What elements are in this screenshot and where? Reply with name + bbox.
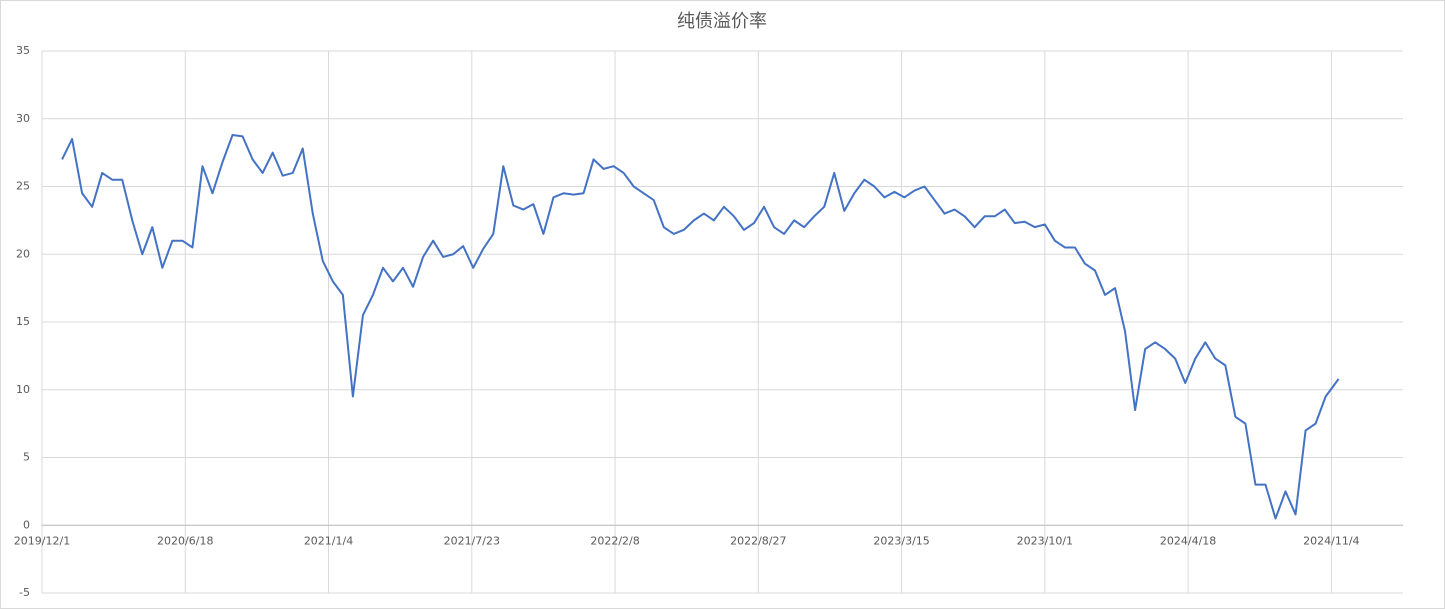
x-tick-label: 2022/8/27 xyxy=(730,534,786,547)
x-tick-label: 2022/2/8 xyxy=(590,534,639,547)
x-tick-label: 2024/4/18 xyxy=(1160,534,1216,547)
x-tick-label: 2020/6/18 xyxy=(157,534,213,547)
x-tick-label: 2023/10/1 xyxy=(1017,534,1073,547)
y-tick-label: 30 xyxy=(16,112,30,125)
x-tick-label: 2021/1/4 xyxy=(304,534,353,547)
y-tick-label: 5 xyxy=(23,451,30,464)
y-tick-label: 10 xyxy=(16,383,30,396)
x-tick-label: 2023/3/15 xyxy=(873,534,929,547)
x-tick-label: 2024/11/4 xyxy=(1303,534,1359,547)
x-tick-label: 2021/7/23 xyxy=(444,534,500,547)
y-tick-label: 15 xyxy=(16,315,30,328)
x-tick-label: 2019/12/1 xyxy=(14,534,70,547)
data-line xyxy=(61,134,1340,520)
chart-title: 纯债溢价率 xyxy=(677,11,767,32)
y-tick-label: 20 xyxy=(16,247,30,260)
y-tick-label: 0 xyxy=(23,518,30,531)
y-tick-label: 25 xyxy=(16,180,30,193)
y-tick-label: 35 xyxy=(16,44,30,57)
y-tick-label: -5 xyxy=(19,586,30,599)
